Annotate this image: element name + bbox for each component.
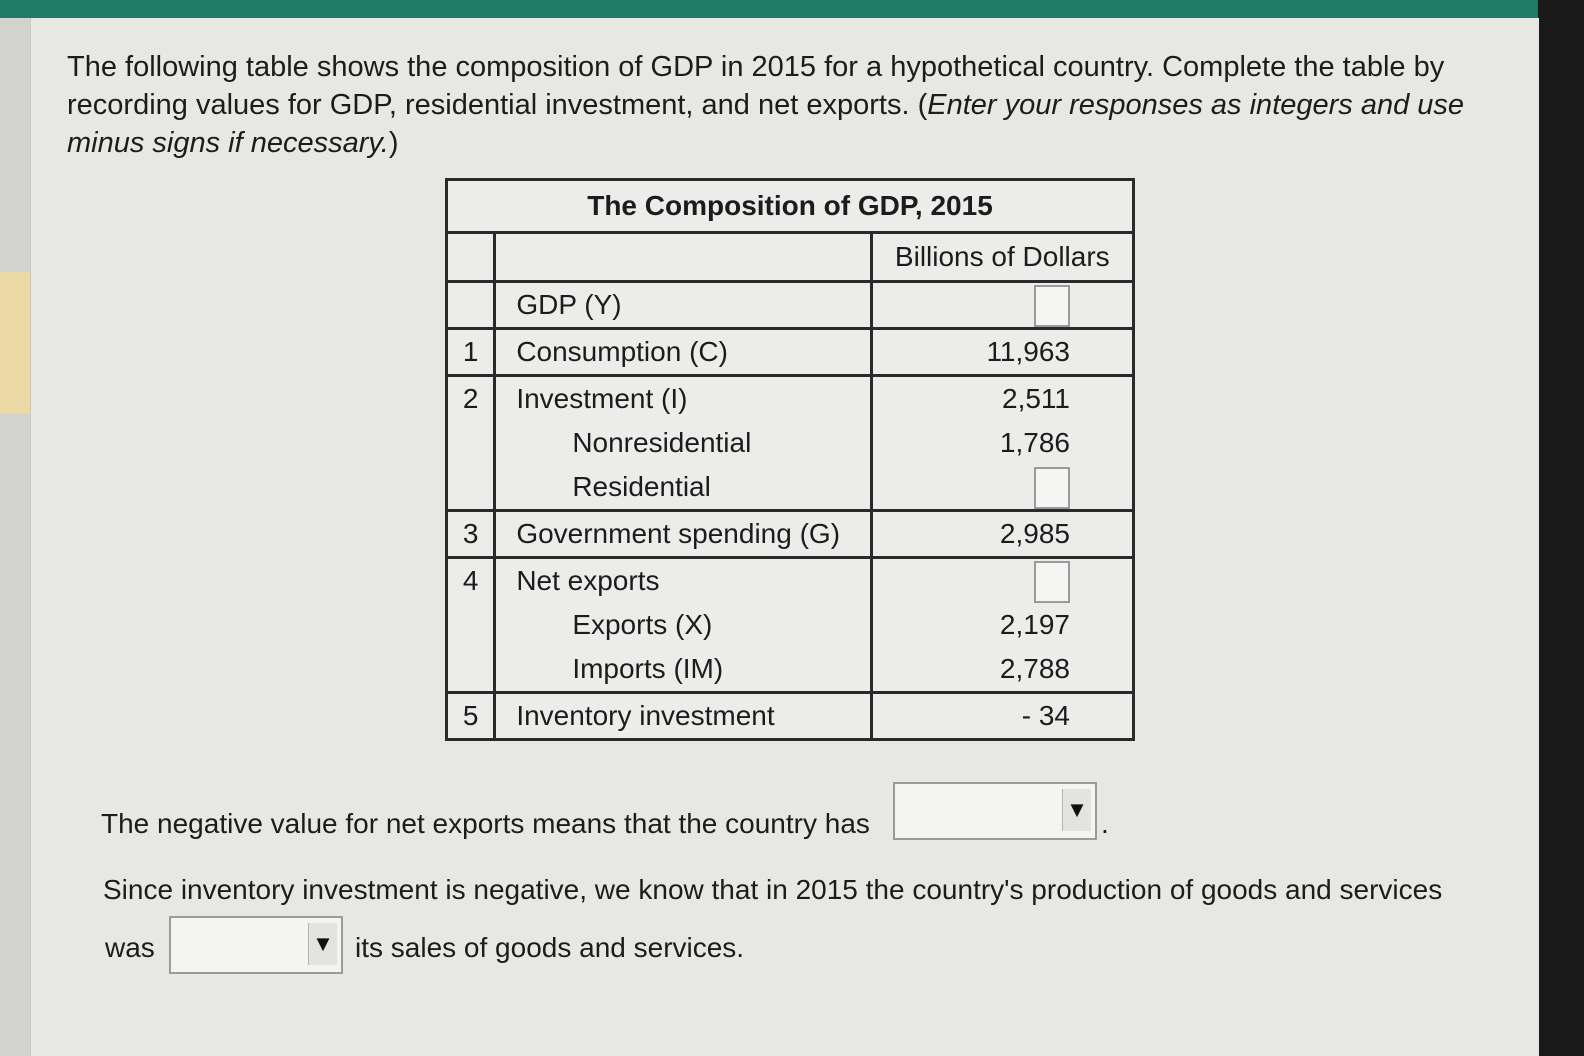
net-exports-question: The negative value for net exports means… [101,808,870,839]
table-title: The Composition of GDP, 2015 [445,178,1135,234]
imports-value: 2,788 [999,653,1070,684]
inventory-question-tail: its sales of goods and services. [355,932,745,963]
instructions-italic: Enter your responses as integers and use… [67,89,1465,159]
investment-label-cell: Investment (I) Nonresidential Residentia… [493,374,873,512]
header-num-cell [444,231,497,283]
imports-label: Imports (IM) [572,653,724,684]
inventory-question-was: was [105,932,155,963]
net-exports-input[interactable] [1034,561,1070,603]
production-dropdown[interactable]: ▼ [169,916,343,974]
top-bar [0,0,1584,18]
gdp-label-cell: GDP (Y) [493,280,873,330]
gdp-table: The Composition of GDP, 2015 Billions of… [444,178,1136,741]
triangle-down-icon[interactable]: ▼ [1062,789,1091,831]
inventory-value: - 34 [1021,700,1070,731]
net-exports-label-cell: Net exports Exports (X) Imports (IM) [493,556,873,694]
government-label: Government spending (G) [516,518,841,549]
instructions: The following table shows the compositio… [67,51,1465,159]
net-exports-label: Net exports [516,565,660,596]
government-value: 2,985 [999,518,1070,549]
inventory-label-cell: Inventory investment [493,691,873,741]
investment-value-cell: 2,511 1,786 [869,374,1136,512]
nonresidential-value: 1,786 [999,427,1070,458]
consumption-value: 11,963 [986,336,1070,367]
left-edge [0,18,30,1056]
exports-label: Exports (X) [572,609,713,640]
consumption-num-cell: 1 [444,327,497,377]
gdp-num-cell [444,280,497,330]
gdp-input[interactable] [1034,285,1070,327]
inventory-num-cell: 5 [444,691,497,741]
gdp-value-cell [869,280,1136,330]
question1-period: . [1101,808,1109,839]
consumption-label-cell: Consumption (C) [493,327,873,377]
gdp-label: GDP (Y) [516,289,622,320]
net-exports-value-cell: 2,197 2,788 [869,556,1136,694]
residential-input[interactable] [1034,467,1070,509]
exports-value: 2,197 [999,609,1070,640]
consumption-label: Consumption (C) [516,336,728,367]
consumption-value-cell: 11,963 [869,327,1136,377]
government-value-cell: 2,985 [869,509,1136,559]
question-panel: The following table shows the compositio… [30,18,1539,1056]
residential-label: Residential [572,471,711,502]
net-exports-dropdown[interactable]: ▼ [893,782,1097,840]
nonresidential-label: Nonresidential [572,427,752,458]
investment-num-cell: 2 [444,374,497,512]
column-header: Billions of Dollars [869,231,1136,283]
triangle-down-icon[interactable]: ▼ [308,923,337,965]
inventory-value-cell: - 34 [869,691,1136,741]
screen-bezel [1538,0,1584,1056]
government-num-cell: 3 [444,509,497,559]
header-label-cell [493,231,873,283]
inventory-label: Inventory investment [516,700,775,731]
investment-value: 2,511 [1002,383,1070,414]
net-exports-num-cell: 4 [444,556,497,694]
government-label-cell: Government spending (G) [493,509,873,559]
inventory-question: Since inventory investment is negative, … [103,874,1443,905]
investment-label: Investment (I) [516,383,688,414]
